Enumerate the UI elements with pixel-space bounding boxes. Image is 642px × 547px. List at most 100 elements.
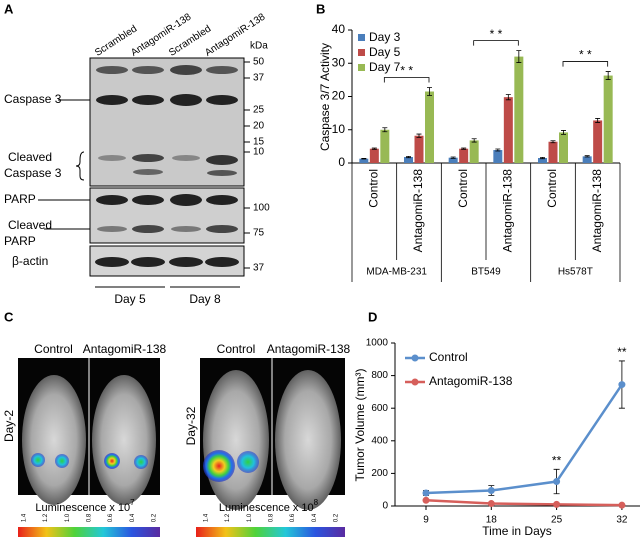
x-tick-label: 9 xyxy=(423,515,429,526)
colorbar-tick: 1.2 xyxy=(225,513,231,522)
error-bar xyxy=(450,156,456,159)
x-axis-label: Time in Days xyxy=(482,524,552,538)
x-tick-label: Control xyxy=(367,169,381,208)
protein-label: Caspase 3 xyxy=(4,166,62,180)
legend-label: Day 5 xyxy=(369,45,401,59)
y-axis-label: Tumor Volume (mm³) xyxy=(353,369,367,482)
scale-exponent: 8 xyxy=(314,498,319,507)
day-label: Day 8 xyxy=(189,292,221,306)
group-label: MDA-MB-231 xyxy=(366,267,427,278)
marker-label: 75 xyxy=(253,228,265,239)
colorbar-tick: 0.8 xyxy=(269,513,275,522)
marker-label: 100 xyxy=(253,203,270,214)
scale-label: Luminescence x 107 xyxy=(35,498,135,514)
panel-label: B xyxy=(316,1,325,16)
colorbar-tick: 0.8 xyxy=(87,513,93,522)
blot-image xyxy=(89,57,245,277)
significance-bracket xyxy=(383,77,430,83)
column-label: Control xyxy=(34,342,73,356)
x-tick-label: AntagomiR-138 xyxy=(411,169,425,253)
legend-swatch xyxy=(358,49,365,56)
marker-label: 37 xyxy=(253,73,265,84)
y-tick-label: 1000 xyxy=(366,338,389,349)
y-tick-label: 800 xyxy=(371,370,388,381)
bar xyxy=(404,157,413,163)
significance-bracket xyxy=(562,61,609,67)
colorbar-tick: 1.0 xyxy=(247,513,253,522)
y-tick-label: 600 xyxy=(371,403,388,414)
bar xyxy=(582,156,592,163)
x-tick-label: Control xyxy=(456,169,470,208)
bioluminescence-image xyxy=(18,358,345,537)
marker-label: 15 xyxy=(253,137,265,148)
group-label: BT549 xyxy=(471,267,501,278)
scale-text: Luminescence x 10 xyxy=(219,502,314,514)
significance-label: * * xyxy=(400,64,413,78)
protein-label: Cleaved xyxy=(8,150,52,164)
bar xyxy=(414,135,424,163)
point xyxy=(618,501,626,509)
protein-label: PARP xyxy=(4,234,36,248)
point xyxy=(422,489,430,497)
error-bar xyxy=(561,130,566,135)
colorbar-tick: 1.0 xyxy=(65,513,71,522)
error-bar xyxy=(427,87,432,96)
error-bar xyxy=(584,155,590,158)
scale-label: Luminescence x 108 xyxy=(219,498,319,514)
series-line xyxy=(425,383,623,495)
legend-label: Day 7 xyxy=(369,60,401,74)
point xyxy=(553,478,561,486)
y-axis-label: Caspase 3/7 Activity xyxy=(318,43,332,151)
error-bar xyxy=(406,155,411,159)
y-tick-label: 0 xyxy=(338,155,345,169)
legend-label: AntagomiR-138 xyxy=(429,374,513,388)
panel-label: A xyxy=(4,1,14,16)
column-label: AntagomiR-138 xyxy=(83,342,167,356)
point xyxy=(422,496,430,504)
protein-label: Cleaved xyxy=(8,218,52,232)
bar xyxy=(548,141,558,163)
colorbar-tick: 0.6 xyxy=(290,513,296,522)
y-tick-label: 30 xyxy=(332,55,346,69)
group-label: Hs578T xyxy=(558,267,593,278)
legend-swatch xyxy=(358,64,365,71)
colorbar-tick: 1.2 xyxy=(43,513,49,522)
colorbar-tick: 0.2 xyxy=(334,513,340,522)
marker-label: 10 xyxy=(253,147,265,158)
day-label: Day-32 xyxy=(184,406,198,445)
error-bar xyxy=(516,50,522,63)
bar xyxy=(469,140,479,163)
point xyxy=(487,487,495,495)
bar xyxy=(603,75,613,163)
error-bar xyxy=(595,118,601,123)
error-bar xyxy=(371,147,377,150)
bar xyxy=(493,150,503,163)
x-tick-label: AntagomiR-138 xyxy=(590,169,604,253)
significance-label: ** xyxy=(617,345,627,359)
point xyxy=(487,500,495,508)
legend-swatch xyxy=(358,34,365,41)
colorbar-tick: 0.4 xyxy=(312,513,318,522)
error-bar xyxy=(550,140,556,144)
significance-label: * * xyxy=(579,48,592,62)
error-bar xyxy=(540,156,545,160)
legend-label: Day 3 xyxy=(369,30,401,44)
significance-bracket xyxy=(473,40,519,46)
marker-label: 25 xyxy=(253,105,265,116)
x-tick-label: Control xyxy=(545,169,559,208)
bar xyxy=(380,129,390,163)
marker-label: 20 xyxy=(253,121,265,132)
bar xyxy=(359,158,369,163)
y-tick-label: 40 xyxy=(332,22,346,36)
legend-label: Control xyxy=(429,350,468,364)
significance-label: ** xyxy=(552,453,562,467)
protein-label: β-actin xyxy=(12,254,48,268)
bar xyxy=(593,120,603,163)
y-tick-label: 400 xyxy=(371,435,388,446)
colorbar-tick: 1.4 xyxy=(22,513,28,522)
colorbar-tick: 0.2 xyxy=(152,513,158,522)
column-label: Control xyxy=(217,342,256,356)
scale-exponent: 7 xyxy=(130,498,135,507)
